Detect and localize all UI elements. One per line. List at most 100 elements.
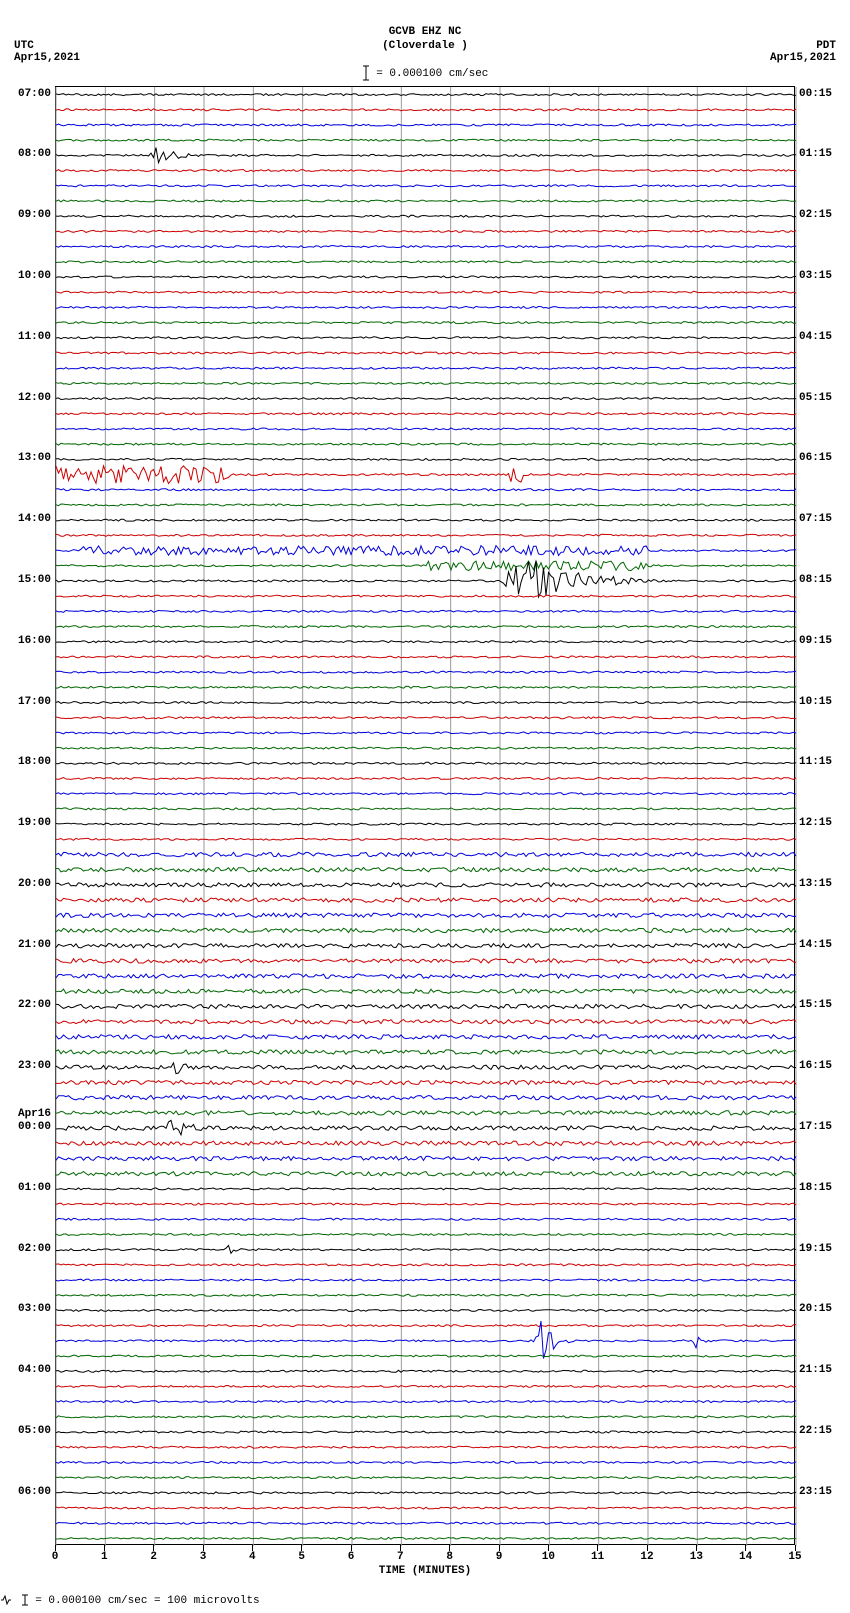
trace-row [56, 352, 796, 354]
right-time-label: 01:15 [799, 148, 840, 160]
right-time-label: 10:15 [799, 696, 840, 708]
trace-row [56, 823, 796, 825]
left-time-label: 18:00 [10, 756, 51, 768]
x-tick-label: 15 [785, 1551, 805, 1563]
x-axis-label: TIME (MINUTES) [0, 1565, 850, 1577]
left-time-label: 00:00 [10, 1121, 51, 1133]
trace-row [56, 1477, 796, 1479]
trace-row [56, 1279, 796, 1281]
x-tick-label: 13 [686, 1551, 706, 1563]
trace-row [56, 762, 796, 764]
trace-row [56, 1203, 796, 1205]
trace-row [56, 1111, 796, 1115]
trace-row [56, 1233, 796, 1235]
trace-row [56, 974, 796, 978]
trace-row [56, 1004, 796, 1008]
right-time-label: 12:15 [799, 817, 840, 829]
right-time-label: 17:15 [799, 1121, 840, 1133]
left-time-label: 03:00 [10, 1303, 51, 1315]
x-tick-label: 10 [538, 1551, 558, 1563]
tz-label-left: UTC Apr15,2021 [14, 40, 80, 64]
footer-scale-text: = 0.000100 cm/sec = 100 microvolts [35, 1595, 259, 1607]
right-time-label: 05:15 [799, 392, 840, 404]
trace-row [56, 1294, 796, 1296]
trace-row [56, 1050, 796, 1054]
seismogram-svg [56, 87, 796, 1546]
trace-row [56, 1020, 796, 1024]
trace-row [56, 732, 796, 734]
tz-label-right: PDT Apr15,2021 [770, 40, 836, 64]
trace-row [56, 1537, 796, 1539]
trace-row [56, 717, 796, 719]
trace-row [56, 671, 796, 673]
trace-row [56, 928, 796, 932]
station-location: (Cloverdale ) [0, 40, 850, 52]
left-time-label: 15:00 [10, 574, 51, 586]
trace-row [56, 898, 796, 902]
trace-row [56, 1188, 796, 1190]
trace-row [56, 1218, 796, 1220]
left-time-label: 10:00 [10, 270, 51, 282]
right-time-label: 19:15 [799, 1243, 840, 1255]
x-tick-label: 9 [489, 1551, 509, 1563]
trace-row [56, 561, 796, 597]
x-tick-label: 6 [341, 1551, 361, 1563]
trace-row [56, 306, 796, 308]
trace-row [56, 1416, 796, 1418]
trace-row [56, 626, 796, 628]
trace-row [56, 398, 796, 400]
trace-row [56, 519, 796, 521]
trace-row [56, 382, 796, 384]
trace-row [56, 1522, 796, 1524]
left-time-label: 19:00 [10, 817, 51, 829]
trace-row [56, 1035, 796, 1039]
right-time-label: 15:15 [799, 999, 840, 1011]
trace-row [56, 215, 796, 217]
right-time-label: 07:15 [799, 513, 840, 525]
trace-row [56, 261, 796, 263]
trace-row [56, 610, 796, 612]
trace-row [56, 595, 796, 597]
left-time-label: 08:00 [10, 148, 51, 160]
trace-row [56, 1310, 796, 1312]
trace-row [56, 1080, 796, 1084]
trace-row [56, 546, 796, 556]
trace-row [56, 1492, 796, 1494]
trace-row [56, 1461, 796, 1463]
trace-row [56, 1172, 796, 1176]
trace-row [56, 747, 796, 749]
trace-row [56, 838, 796, 840]
left-time-label: 07:00 [10, 88, 51, 100]
footer-scale-bar-icon-2 [21, 1594, 29, 1606]
trace-row [56, 200, 796, 202]
trace-row [56, 1385, 796, 1387]
trace-row [56, 413, 796, 415]
trace-row [56, 808, 796, 810]
station-code: GCVB EHZ NC [0, 26, 850, 38]
trace-row [56, 1355, 796, 1357]
trace-row [56, 702, 796, 704]
date-marker-left: Apr16 [10, 1108, 51, 1120]
left-time-label: 11:00 [10, 331, 51, 343]
left-time-label: 02:00 [10, 1243, 51, 1255]
trace-row [56, 139, 796, 141]
trace-row [56, 124, 796, 126]
x-tick-label: 5 [292, 1551, 312, 1563]
right-time-label: 08:15 [799, 574, 840, 586]
right-time-label: 00:15 [799, 88, 840, 100]
trace-row [56, 504, 796, 506]
trace-row [56, 989, 796, 993]
trace-row [56, 1446, 796, 1448]
trace-row [56, 230, 796, 232]
x-tick-label: 2 [144, 1551, 164, 1563]
tz-left: UTC [14, 40, 34, 52]
x-tick-label: 14 [736, 1551, 756, 1563]
trace-row [56, 1401, 796, 1403]
trace-row [56, 686, 796, 688]
trace-row [56, 852, 796, 856]
trace-row [56, 1063, 796, 1074]
trace-row [56, 367, 796, 369]
tz-right: PDT [816, 40, 836, 52]
trace-row [56, 443, 796, 445]
date-left: Apr15,2021 [14, 52, 80, 64]
